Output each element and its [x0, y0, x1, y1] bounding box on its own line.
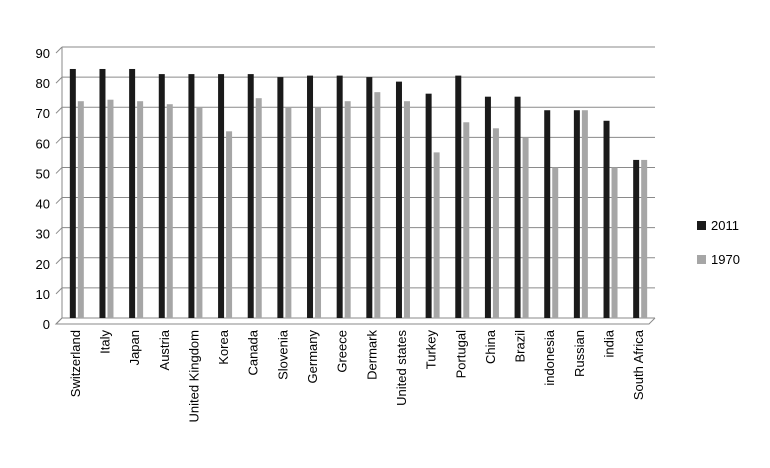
x-tick-label: United states [394, 330, 409, 406]
bar [514, 96, 521, 318]
bar [69, 68, 76, 318]
y-tick [55, 287, 63, 295]
x-tick-label: Japan [127, 330, 142, 365]
bar [107, 99, 114, 318]
x-tick-label: United Kingdom [186, 330, 201, 423]
x-tick-label: indonesia [542, 329, 557, 385]
y-tick-label: 30 [36, 227, 50, 242]
y-tick-label: 90 [36, 46, 50, 61]
y-tick-label: 80 [36, 76, 50, 91]
y-tick-label: 70 [36, 106, 50, 121]
floor [54, 317, 656, 325]
bar [552, 167, 559, 318]
y-tick-label: 60 [36, 136, 50, 151]
bar [433, 152, 440, 318]
legend-label: 1970 [711, 252, 740, 267]
bar [573, 110, 580, 318]
y-tick [55, 167, 63, 174]
y-tick [55, 227, 63, 235]
bar [277, 77, 284, 318]
x-tick-label: Brazil [513, 330, 528, 363]
y-tick [55, 317, 63, 325]
bar [374, 92, 381, 319]
bar [158, 74, 165, 318]
bar [633, 159, 640, 318]
bar [315, 107, 322, 318]
x-tick-label: Russian [572, 330, 587, 377]
y-tick [55, 46, 63, 54]
bar [403, 101, 410, 318]
x-tick-label: Slovenia [275, 329, 290, 380]
bar [218, 74, 225, 318]
bar [166, 104, 173, 318]
bar [226, 131, 233, 318]
bar [603, 120, 610, 319]
bar [366, 77, 373, 318]
y-tick-label: 0 [43, 317, 50, 332]
y-tick [55, 197, 63, 204]
bar [285, 107, 292, 318]
bar [255, 98, 262, 318]
legend-swatch [697, 221, 706, 230]
bar [77, 101, 84, 318]
x-tick-label: China [483, 329, 498, 364]
bar [455, 75, 462, 318]
bar [99, 68, 106, 318]
x-tick-label: Turkey [424, 330, 439, 370]
bar [137, 101, 144, 318]
y-tick [55, 106, 63, 114]
bar [641, 159, 648, 318]
x-tick-label: Portugal [453, 330, 468, 379]
y-tick-label: 10 [36, 287, 50, 302]
x-tick-label: Korea [216, 329, 231, 364]
y-tick-label: 40 [36, 197, 50, 212]
y-tick-label: 20 [36, 257, 50, 272]
bar [129, 68, 136, 318]
x-tick-label: Greece [335, 330, 350, 373]
bar [247, 74, 254, 318]
bar [484, 96, 491, 318]
legend-label: 2011 [711, 218, 739, 233]
y-tick [55, 76, 63, 84]
x-tick-label: South Africa [631, 329, 646, 400]
x-tick-label: Switzerland [68, 330, 83, 397]
y-tick-label: 50 [36, 166, 50, 181]
bar [611, 167, 618, 318]
y-tick [55, 136, 63, 144]
y-tick [55, 257, 63, 265]
bar [581, 110, 588, 318]
plot-frame [61, 47, 655, 319]
x-tick-label: Canada [246, 329, 261, 375]
bar [544, 110, 551, 318]
bar [336, 75, 343, 318]
bar [425, 93, 432, 318]
x-tick-label: india [602, 329, 617, 357]
bar [463, 122, 470, 319]
bar [196, 107, 203, 318]
bar [395, 81, 402, 318]
x-tick-label: Dermark [364, 330, 379, 380]
legend-swatch [697, 255, 706, 264]
x-tick-label: Germany [305, 330, 320, 384]
x-tick-label: Austria [157, 329, 172, 370]
x-tick-label: Italy [97, 330, 112, 354]
bar [307, 75, 314, 318]
bar [344, 101, 351, 318]
bar [188, 74, 195, 318]
bar [522, 137, 529, 318]
bar [492, 128, 499, 318]
